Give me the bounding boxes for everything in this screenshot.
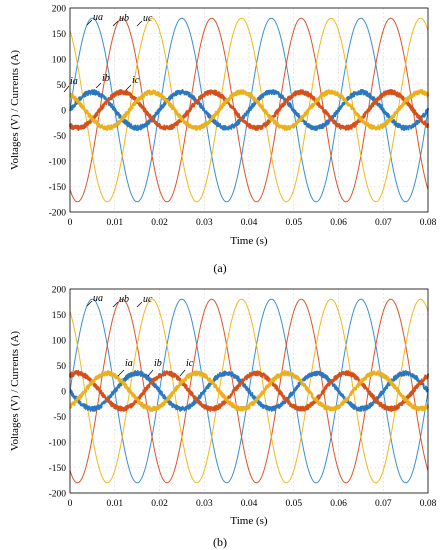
y-tick-label: 200 [52, 286, 67, 296]
series-ic-line [69, 88, 429, 132]
y-tick-label: 0 [61, 107, 66, 117]
x-tick-label: 0.08 [420, 218, 437, 228]
x-tick-label: 0.03 [196, 218, 213, 228]
y-tick-label: -200 [49, 490, 67, 500]
annotation-uc-b: uc [143, 294, 153, 305]
series-ic-line [69, 369, 429, 413]
annotations-b: ua ub uc ia ib ic [86, 293, 194, 377]
x-tick-label: 0.04 [241, 499, 258, 509]
annotation-ib-a: ib [102, 73, 110, 84]
y-tick-label: -100 [49, 439, 67, 449]
plot-frame-a [69, 7, 429, 213]
annotation-ib-b: ib [154, 358, 162, 369]
y-tick-label: -200 [49, 209, 67, 219]
x-tick-label: 0.04 [241, 218, 258, 228]
y-tick-label: 150 [52, 311, 67, 321]
annotation-ic-a: ic [132, 75, 140, 86]
annotation-uc-a: uc [143, 13, 153, 24]
x-tick-label: 0.07 [375, 218, 392, 228]
annotation-ia-b: ia [125, 358, 133, 369]
y-tick-label: -150 [49, 464, 67, 474]
annotation-ua-a: ua [93, 12, 103, 23]
annotation-ia-a: ia [70, 76, 78, 87]
x-tick-label: 0.05 [285, 218, 302, 228]
x-tick-label: 0.01 [106, 218, 123, 228]
y-tick-label: 200 [52, 5, 67, 15]
annotation-ub-b: ub [119, 294, 129, 305]
x-tick-label: 0.03 [196, 499, 213, 509]
x-tick-label: 0.05 [285, 499, 302, 509]
y-tick-label: -50 [53, 413, 66, 423]
x-tick-label: 0 [68, 218, 73, 228]
annotation-ic-b: ic [186, 358, 194, 369]
series-ia-line [69, 88, 429, 132]
y-tick-label: -100 [49, 158, 67, 168]
annotations-a: ua ub uc ia ib ic [63, 12, 153, 93]
y-axis-label-b: Voltages (V) / Currents (A) [9, 331, 21, 451]
x-tick-label: 0.07 [375, 499, 392, 509]
caption-b: (b) [213, 535, 227, 549]
x-tick-label: 0.06 [330, 218, 347, 228]
x-tick-label: 0.08 [420, 499, 437, 509]
y-tick-label: 100 [52, 56, 67, 66]
y-tick-label: 0 [61, 388, 66, 398]
y-tick-label: -50 [53, 132, 66, 142]
series-ib-line [69, 370, 429, 412]
y-tick-label: 50 [57, 81, 67, 91]
caption-a: (a) [213, 261, 226, 275]
annotation-ua-b: ua [93, 293, 103, 304]
annotation-ub-a: ub [119, 13, 129, 24]
x-axis-label-a: Time (s) [230, 235, 268, 247]
y-axis-label-a: Voltages (V) / Currents (A) [9, 50, 21, 170]
y-tick-label: 150 [52, 30, 67, 40]
x-axis-label-b: Time (s) [230, 515, 268, 527]
y-tick-label: 50 [57, 362, 67, 372]
series-ia-line [69, 370, 429, 412]
x-tick-label: 0.02 [151, 499, 168, 509]
x-tick-label: 0.06 [330, 499, 347, 509]
x-tick-label: 0.02 [151, 218, 168, 228]
chart-b: 0 0.01 0.02 0.03 0.04 0.05 0.06 0.07 0.08 200 150 1… [9, 286, 437, 550]
plot-frame-b [69, 288, 429, 494]
chart-a: 0 0.01 0.02 0.03 0.04 0.05 0.06 0.07 0.08 200 150 1… [9, 5, 437, 276]
x-tick-label: 0 [68, 499, 73, 509]
y-tick-label: 100 [52, 337, 67, 347]
series-ib-line [69, 88, 429, 132]
y-tick-label: -150 [49, 183, 67, 193]
x-tick-label: 0.01 [106, 499, 123, 509]
